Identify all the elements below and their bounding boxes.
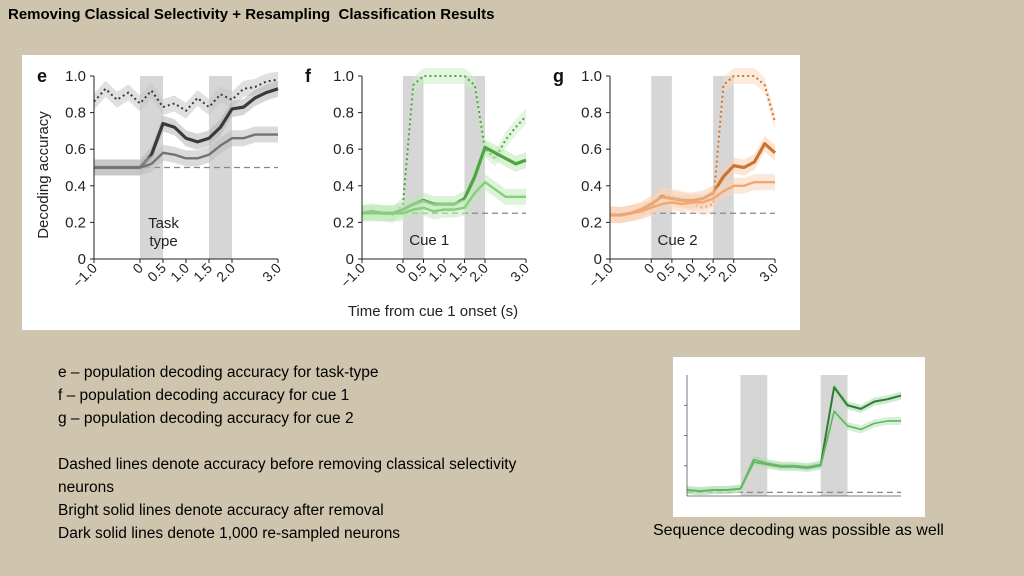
- x-tick-label: 0.5: [144, 260, 169, 285]
- panel-letter: e: [37, 66, 47, 86]
- series-band-2: [362, 174, 526, 222]
- legend-line-bright: Bright solid lines denote accuracy after…: [58, 502, 384, 519]
- x-tick-label: 1.0: [167, 260, 192, 285]
- legend-line-e: e – population decoding accuracy for tas…: [58, 364, 379, 381]
- series-line-1: [686, 410, 901, 492]
- panel-g: 00.20.40.60.81.0−1.0 00.51.01.52.0 3.0gCue…: [553, 66, 781, 291]
- y-tick-label: 0: [594, 251, 602, 268]
- x-tick-label: −1.0: [69, 260, 100, 291]
- y-tick-label: 0.2: [581, 214, 602, 231]
- epoch-shading-1: [713, 76, 734, 259]
- x-tick-label: 3.0: [507, 260, 532, 285]
- legend-line-dashed: Dashed lines denote accuracy before remo…: [58, 456, 517, 496]
- epoch-label: type: [149, 233, 177, 250]
- x-tick-label: 1.5: [190, 260, 215, 285]
- epoch-label: Cue 1: [409, 232, 449, 249]
- y-tick-label: 1.0: [65, 68, 86, 85]
- sequence-caption: Sequence decoding was possible as well: [653, 522, 944, 539]
- series-line-0: [93, 78, 279, 112]
- sequence-decoding-figure: [673, 357, 925, 517]
- legend-line-g: g – population decoding accuracy for cue…: [58, 410, 354, 427]
- epoch-shading-1: [464, 76, 485, 259]
- y-tick-label: 0.6: [581, 141, 602, 158]
- legend-text: e – population decoding accuracy for tas…: [58, 361, 518, 545]
- series-band-1: [94, 80, 278, 176]
- panel-letter: g: [553, 66, 564, 86]
- series-line-2: [94, 133, 278, 169]
- x-tick-label: −1.0: [337, 260, 368, 291]
- y-tick-label: 1.0: [333, 68, 354, 85]
- series-line-2: [362, 180, 526, 215]
- legend-line-dark: Dark solid lines denote 1,000 re-sampled…: [58, 525, 401, 542]
- series-band-1: [687, 407, 901, 496]
- legend-line-f: f – population decoding accuracy for cue…: [58, 387, 350, 404]
- x-tick-label: −1.0: [585, 260, 616, 291]
- y-tick-label: 0.8: [333, 105, 354, 122]
- panel-sequence: [684, 375, 902, 497]
- y-tick-label: 0: [346, 251, 354, 268]
- panel-letter: f: [305, 66, 312, 86]
- y-tick-label: 0.6: [65, 141, 86, 158]
- panel-e: 00.20.40.60.81.0−1.0 00.51.01.52.0 3.0eTas…: [37, 66, 284, 291]
- y-tick-label: 0.4: [65, 178, 86, 195]
- slide-title: Removing Classical Selectivity + Resampl…: [8, 6, 495, 23]
- y-tick-label: 0.4: [333, 178, 354, 195]
- x-axis-title: Time from cue 1 onset (s): [348, 303, 518, 320]
- sequence-decoding-svg: [684, 375, 902, 497]
- decoding-figure-svg: 00.20.40.60.81.0−1.0 00.51.01.52.0 3.0eTas…: [35, 66, 781, 320]
- epoch-label: Task: [148, 215, 179, 232]
- y-axis-title: Decoding accuracy: [35, 111, 52, 239]
- y-tick-label: 0.4: [581, 178, 602, 195]
- x-tick-label: 2.0: [715, 260, 740, 285]
- y-tick-label: 0: [78, 251, 86, 268]
- y-tick-label: 0.2: [65, 214, 86, 231]
- series-line-2: [610, 180, 775, 217]
- y-tick-label: 0.8: [581, 105, 602, 122]
- decoding-figure: 0 0.2 0.4 0.6 0.8 1.0 −1.0 0 0.5 1.0 1.5 2.0 3.0 e Tas…: [22, 55, 800, 330]
- series-band-0: [687, 383, 901, 496]
- y-tick-label: 1.0: [581, 68, 602, 85]
- epoch-label: Cue 2: [658, 232, 698, 249]
- x-tick-label: 2.0: [213, 260, 238, 285]
- y-tick-label: 0.6: [333, 141, 354, 158]
- x-tick-label: 2.0: [466, 260, 491, 285]
- x-tick-label: 3.0: [756, 260, 781, 285]
- x-tick-label: 3.0: [259, 260, 284, 285]
- panel-f: 00.20.40.60.81.0−1.0 00.51.01.52.0 3.0fCue…: [305, 66, 532, 291]
- series-band-2: [610, 174, 775, 224]
- y-tick-label: 0.8: [65, 105, 86, 122]
- y-tick-label: 0.2: [333, 214, 354, 231]
